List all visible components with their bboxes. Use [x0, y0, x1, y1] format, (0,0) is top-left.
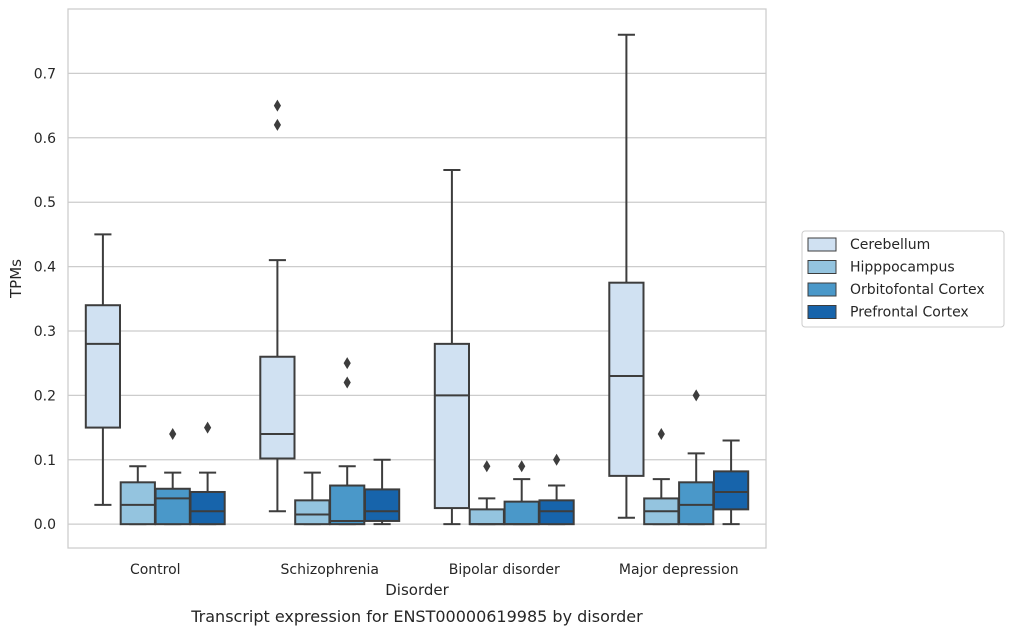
box-iqr: [363, 488, 401, 522]
y-tick-label: 0.6: [34, 131, 56, 147]
outlier-point: [518, 460, 526, 473]
legend-swatch: [807, 260, 837, 274]
y-axis-ticks: 0.0 0.1 0.2 0.3 0.4 0.5 0.6 0.7: [34, 66, 56, 533]
box-prefrontal-cortex: [712, 439, 750, 526]
y-tick-label: 0.2: [34, 388, 56, 404]
legend-label: Cerebellum: [850, 237, 930, 253]
outlier-point: [273, 118, 281, 131]
legend-swatch: [807, 305, 837, 319]
box-cerebellum: [433, 168, 471, 526]
outlier-point: [343, 376, 351, 389]
box-prefrontal-cortex: [189, 421, 226, 526]
y-tick-label: 0.3: [34, 324, 56, 340]
box-iqr: [433, 342, 471, 510]
box-cerebellum: [84, 233, 122, 506]
box-hipppocampus: [643, 428, 680, 526]
outlier-point: [692, 389, 700, 402]
box-plot-area: [84, 33, 750, 526]
chart-caption: Transcript expression for ENST0000061998…: [190, 607, 643, 626]
box-iqr: [84, 304, 122, 429]
box-iqr: [189, 490, 226, 526]
x-tick-label: Bipolar disorder: [449, 562, 560, 578]
box-hipppocampus: [468, 460, 505, 526]
legend: Cerebellum Hipppocampus Orbitofontal Corte…: [801, 230, 1005, 328]
outlier-point: [553, 453, 561, 466]
x-axis-label: Disorder: [385, 581, 449, 599]
box-iqr: [154, 487, 191, 526]
box-orbitofontal-cortex: [154, 428, 191, 526]
box-cerebellum: [259, 99, 296, 513]
box-hipppocampus: [294, 471, 331, 526]
y-tick-label: 0.7: [34, 66, 56, 82]
x-axis-ticks: Control Schizophrenia Bipolar disorder Majo…: [130, 562, 739, 578]
legend-label: Prefrontal Cortex: [850, 305, 969, 321]
outlier-point: [204, 421, 212, 434]
y-tick-label: 0.1: [34, 453, 56, 469]
box-iqr: [259, 355, 296, 460]
y-tick-label: 0.0: [34, 517, 56, 533]
box-prefrontal-cortex: [538, 453, 575, 526]
y-tick-label: 0.4: [34, 260, 56, 276]
legend-swatch: [807, 237, 837, 252]
outlier-point: [169, 428, 177, 441]
outlier-point: [343, 357, 351, 370]
x-tick-label: Major depression: [619, 562, 739, 578]
box-iqr: [468, 508, 505, 526]
outlier-point: [483, 460, 491, 473]
box-iqr: [712, 470, 750, 511]
box-orbitofontal-cortex: [678, 389, 715, 526]
plot-frame: [67, 8, 767, 549]
outlier-point: [273, 99, 281, 112]
y-gridlines: [68, 72, 766, 525]
box-prefrontal-cortex: [363, 458, 401, 526]
outlier-point: [657, 428, 665, 441]
y-tick-label: 0.5: [34, 195, 56, 211]
legend-label: Orbitofontal Cortex: [850, 282, 985, 298]
box-iqr: [608, 281, 645, 477]
legend-label: Hipppocampus: [850, 260, 955, 276]
box-iqr: [119, 481, 156, 526]
x-tick-label: Schizophrenia: [281, 562, 379, 578]
box-cerebellum: [608, 33, 645, 519]
box-iqr: [294, 499, 331, 526]
legend-swatch: [807, 282, 837, 297]
legend-frame: [801, 230, 1005, 328]
y-axis-label: TPMs: [7, 259, 25, 299]
box-iqr: [678, 481, 715, 526]
x-tick-label: Control: [130, 562, 181, 578]
box-orbitofontal-cortex: [329, 357, 366, 526]
box-hipppocampus: [119, 465, 156, 526]
box-iqr: [329, 484, 366, 526]
box-orbitofontal-cortex: [503, 460, 540, 526]
box-iqr: [503, 500, 540, 526]
